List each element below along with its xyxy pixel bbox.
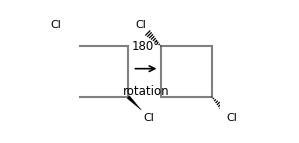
- Text: Cl: Cl: [226, 113, 237, 123]
- Text: Cl: Cl: [144, 113, 155, 123]
- Polygon shape: [127, 96, 141, 110]
- Text: Cl: Cl: [135, 20, 147, 30]
- Text: 180°: 180°: [132, 39, 160, 52]
- Polygon shape: [64, 33, 78, 47]
- Text: Cl: Cl: [51, 20, 62, 30]
- Text: rotation: rotation: [123, 85, 169, 98]
